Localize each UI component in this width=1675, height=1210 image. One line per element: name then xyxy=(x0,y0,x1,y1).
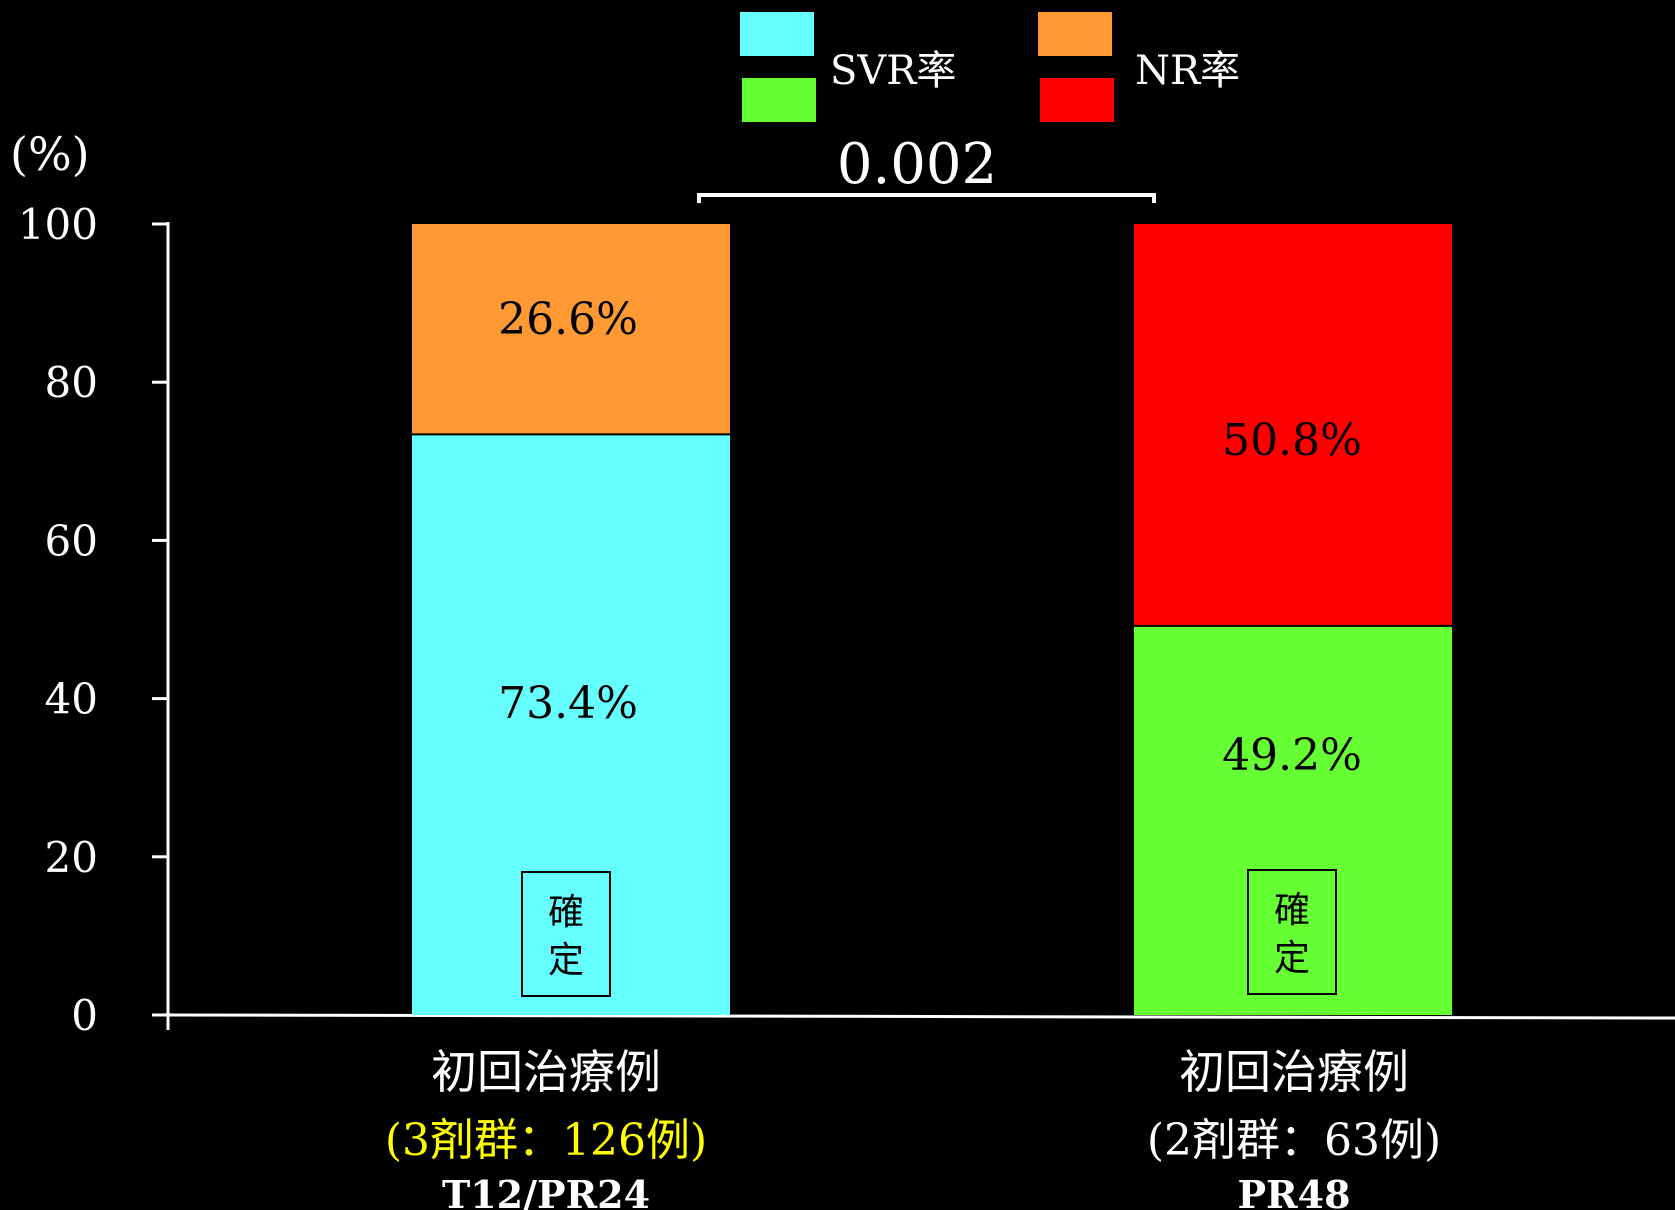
legend-swatch-svr-2 xyxy=(742,78,816,122)
legend-swatch-nr-1 xyxy=(1038,12,1112,56)
segment-value-label: 50.8% xyxy=(1222,415,1362,466)
category-label-line: PR48 xyxy=(1237,1172,1350,1210)
category-label-line: 初回治療例 xyxy=(431,1045,661,1099)
category-label-line: T12/PR24 xyxy=(442,1172,650,1210)
bar-segment xyxy=(412,434,730,1015)
category-label-line: (2剤群：63例) xyxy=(1147,1115,1441,1166)
legend-label-nr: NR率 xyxy=(1135,48,1240,94)
legend-swatch-nr-2 xyxy=(1040,78,1114,122)
category-labels: 初回治療例 (3剤群：126例) T12/PR24 初回治療例 (2剤群：63例) PR4… xyxy=(385,1045,1441,1210)
y-tick-label: 80 xyxy=(45,358,98,407)
y-axis-ticks: 0 20 40 60 80 100 xyxy=(18,200,168,1040)
category-label-line: (3剤群：126例) xyxy=(385,1115,707,1166)
legend: SVR率 NR率 xyxy=(740,12,1240,122)
segment-value-label: 73.4% xyxy=(498,678,638,729)
category-label-line: 初回治療例 xyxy=(1179,1045,1409,1099)
segment-value-label: 49.2% xyxy=(1222,730,1362,781)
stamp-char: 確 xyxy=(1274,890,1310,931)
legend-label-svr: SVR率 xyxy=(830,48,956,94)
y-tick-label: 100 xyxy=(18,200,98,249)
stamp-char: 定 xyxy=(548,940,584,981)
y-axis-unit-label: (%) xyxy=(10,127,90,181)
stamp-box xyxy=(1247,869,1337,995)
stamp-char: 定 xyxy=(1274,938,1310,979)
bar-segment xyxy=(1134,625,1452,1015)
x-axis-line xyxy=(167,1013,1675,1020)
y-tick-label: 60 xyxy=(45,516,98,565)
legend-swatch-svr-1 xyxy=(740,12,814,56)
y-tick-label: 0 xyxy=(71,991,98,1040)
segment-value-label: 26.6% xyxy=(498,294,638,345)
significance-bracket: 0.002 xyxy=(697,132,1156,203)
bar-segment xyxy=(1134,224,1452,626)
stamp-box xyxy=(521,871,611,997)
bracket-line xyxy=(697,193,1156,203)
y-tick-label: 20 xyxy=(45,833,98,882)
p-value-label: 0.002 xyxy=(837,132,997,197)
bar-segment xyxy=(412,224,730,435)
y-tick-label: 40 xyxy=(45,675,98,724)
stamp-char: 確 xyxy=(548,892,584,933)
